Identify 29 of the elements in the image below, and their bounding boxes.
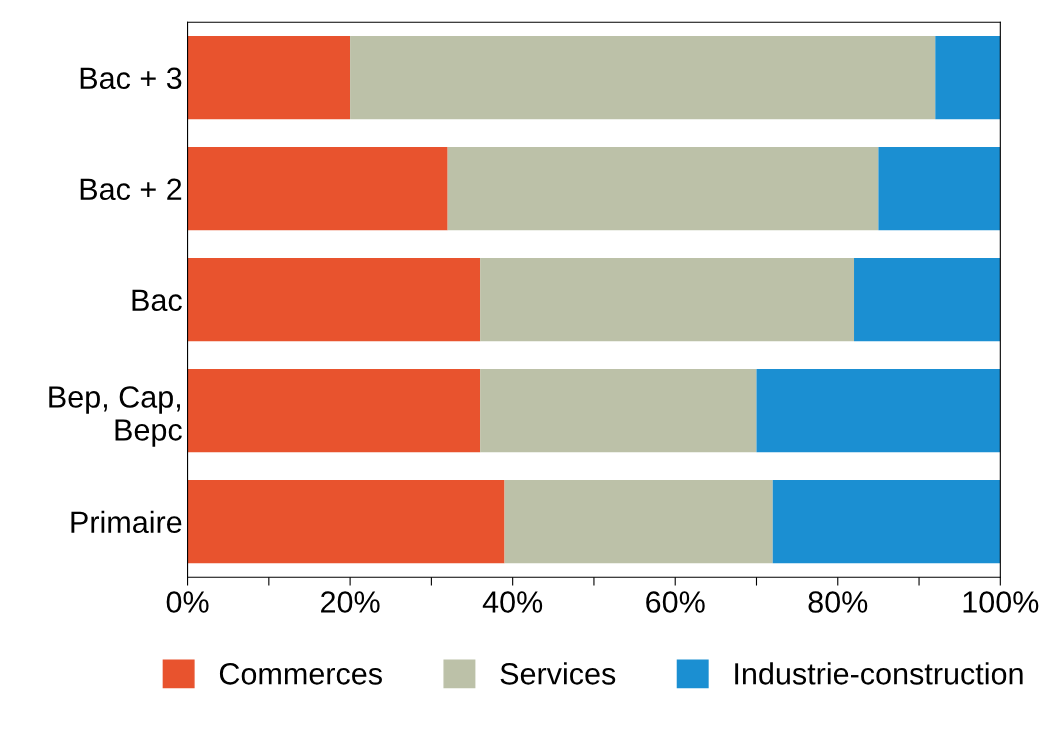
bar (480, 258, 855, 342)
bar (756, 369, 1001, 453)
bar (187, 369, 481, 453)
bar (504, 480, 773, 564)
y-tick-label: Bac + 2 (80, 178, 182, 201)
bar (447, 147, 879, 231)
bar (878, 147, 1001, 231)
y-tick-label: Bep, Cap, Bepc (49, 386, 182, 447)
y-tick-label: Bac (132, 289, 182, 312)
bar (187, 147, 448, 231)
x-tick-label: 0% (166, 591, 209, 613)
x-tick-label: 100% (963, 591, 1039, 613)
bar (935, 36, 1001, 120)
x-tick-label: 20% (321, 591, 380, 613)
legend-label: Services (500, 662, 616, 685)
legend-label: Industrie-construction (735, 662, 1023, 685)
x-tick-label: 40% (482, 591, 543, 613)
bar (187, 36, 351, 120)
y-tick-label: Bac + 3 (80, 67, 182, 90)
x-tick-label: 60% (646, 591, 705, 613)
bar (187, 258, 481, 342)
y-tick-label: Primaire (71, 510, 182, 534)
bar (772, 480, 1001, 564)
bar (350, 36, 936, 120)
bar (187, 480, 505, 564)
bar (854, 258, 1001, 342)
bar (480, 369, 757, 453)
legend-label: Commerces (219, 663, 382, 685)
x-tick-label: 80% (808, 591, 868, 613)
